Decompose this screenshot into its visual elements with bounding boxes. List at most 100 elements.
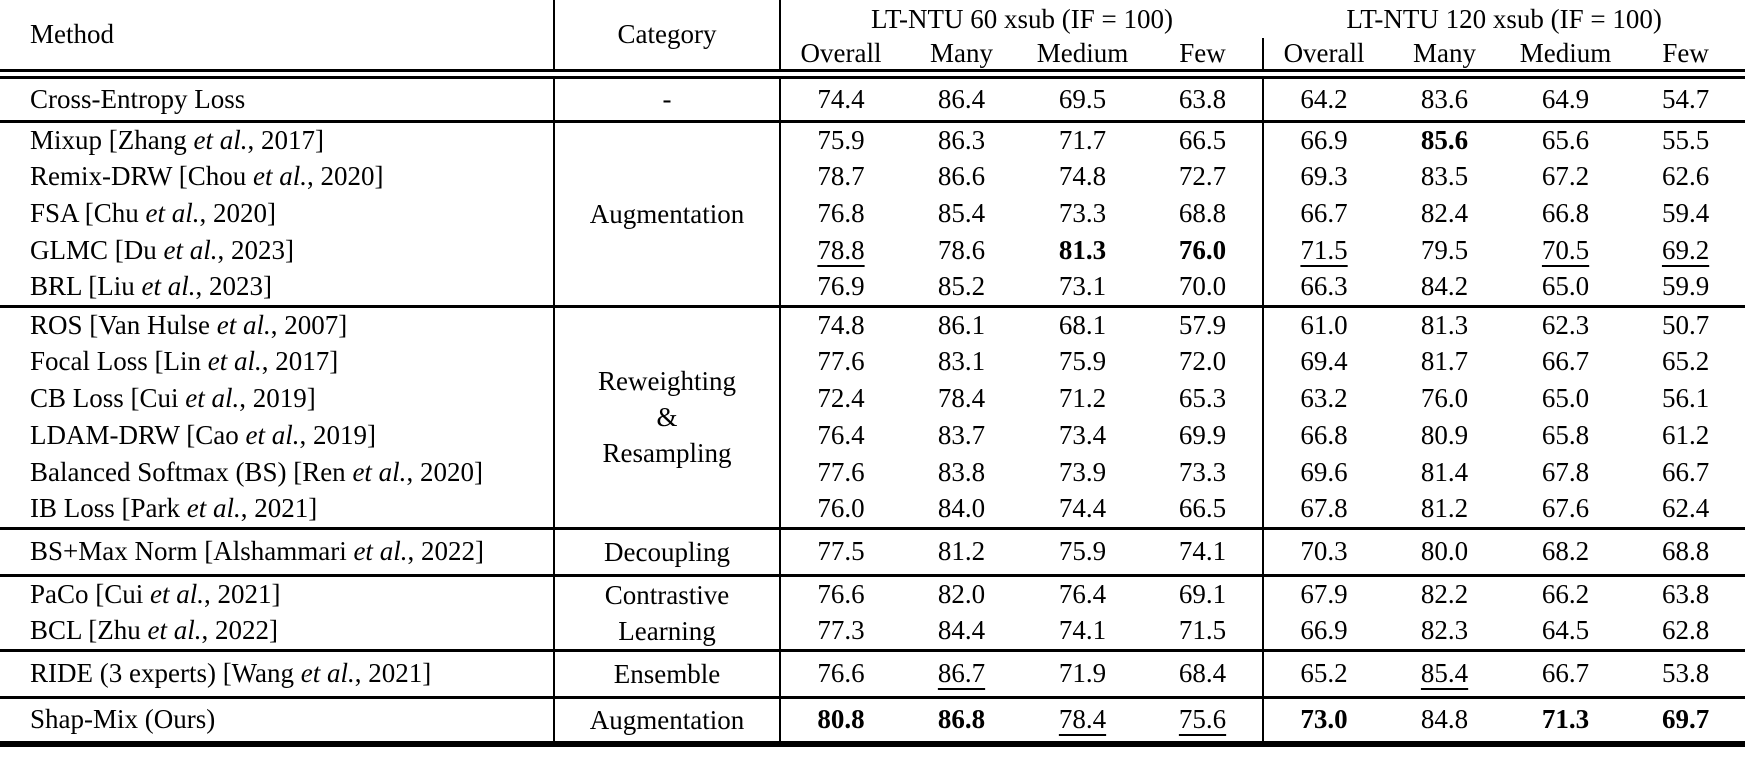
method-text: BRL [Liu — [30, 271, 142, 302]
value-cell: 83.7 — [937, 420, 986, 450]
method-text: BS+Max Norm [Alshammari — [30, 536, 354, 566]
value-cell: 68.1 — [1058, 309, 1107, 340]
value-cell: 71.7 — [1058, 124, 1107, 155]
value-cell: 65.2 — [1661, 346, 1710, 376]
value-cell: 66.7 — [1505, 650, 1627, 699]
method-text: Shap-Mix (Ours) — [30, 704, 216, 735]
header-col-60-medium: Medium — [1022, 38, 1143, 79]
table-row: Balanced Softmax (BS) [Ren et al., 2020]… — [0, 454, 1745, 491]
value-cell: 65.2 — [1263, 650, 1385, 699]
method-citation-text: , 2017] — [261, 346, 339, 376]
value-cell: 77.3 — [780, 612, 901, 652]
value-cell: 66.9 — [1263, 612, 1385, 652]
value-cell: 76.4 — [1058, 579, 1107, 609]
value-cell: 72.7 — [1143, 158, 1265, 195]
value-cell: 73.3 — [1143, 454, 1265, 491]
value-cell: 78.4 — [937, 383, 986, 413]
category-line: Augmentation — [589, 198, 745, 229]
header-col-60-overall: Overall — [780, 38, 901, 79]
method-etal-italic: et al. — [253, 161, 308, 191]
method-cell: RIDE (3 experts) [Wang et al., 2021] — [0, 650, 555, 699]
value-cell: 86.8 — [901, 697, 1022, 747]
value-cell: 70.0 — [1143, 269, 1265, 308]
value-cell: 82.3 — [1384, 612, 1506, 652]
value-cell: 69.1 — [1143, 575, 1265, 613]
method-etal-italic: et al. — [353, 536, 408, 566]
method-citation-text: , 2020] — [199, 198, 277, 228]
method-cell: BCL [Zhu et al., 2022] — [0, 612, 555, 652]
method-etal-italic: et al. — [186, 493, 241, 524]
category-line: Learning — [618, 615, 716, 646]
value-cell: 55.5 — [1661, 124, 1710, 155]
method-cell: BS+Max Norm [Alshammari et al., 2022] — [0, 528, 555, 577]
value-cell: 69.4 — [1300, 346, 1348, 376]
value-cell: 76.9 — [780, 269, 901, 308]
value-cell: 83.6 — [1384, 74, 1506, 123]
method-citation-text: , 2020] — [406, 457, 483, 487]
value-cell: 81.3 — [1058, 235, 1107, 265]
method-citation-text: , 2022] — [407, 536, 484, 566]
method-etal-italic: et al. — [141, 271, 196, 302]
value-cell: 76.0 — [1143, 232, 1265, 269]
method-cell: GLMC [Du et al., 2023] — [0, 232, 555, 269]
value-cell: 64.5 — [1505, 612, 1627, 652]
value-cell: 62.3 — [1541, 309, 1590, 340]
method-text: BCL [Zhu — [30, 615, 148, 645]
value-cell: 76.8 — [817, 198, 865, 228]
value-cell: 84.4 — [901, 612, 1022, 652]
value-cell: 79.5 — [1420, 235, 1469, 265]
category-line: Resampling — [602, 438, 732, 468]
table-row: IB Loss [Park et al., 2021] 76.0 84.0 74.4 6… — [0, 491, 1745, 530]
header-col-120-few: Few — [1626, 38, 1745, 79]
value-cell: 78.6 — [937, 235, 986, 265]
method-citation-text: , 2021] — [354, 658, 432, 688]
method-citation-text: , 2020] — [307, 161, 384, 191]
value-cell: 74.1 — [1022, 612, 1143, 652]
results-table: Method Category LT-NTU 60 xsub (IF = 100… — [0, 0, 1745, 747]
value-cell: 86.4 — [901, 74, 1022, 123]
value-cell: 67.2 — [1541, 161, 1590, 191]
table-row: ROS [Van Hulse et al., 2007] Reweighting &… — [0, 306, 1745, 530]
value-cell: 70.5 — [1541, 235, 1590, 265]
table-row: BRL [Liu et al., 2023] 76.9 85.2 73.1 70.0 66… — [0, 269, 1745, 308]
category-line: Reweighting — [598, 366, 736, 396]
method-cell: CB Loss [Cui et al., 2019] — [0, 380, 555, 417]
method-etal-italic: et al. — [147, 615, 202, 645]
method-citation-text: , 2007] — [270, 309, 348, 340]
value-cell: 71.5 — [1143, 612, 1265, 652]
value-cell: 71.5 — [1300, 235, 1348, 265]
method-etal-italic: et al. — [150, 579, 205, 609]
value-cell: 53.8 — [1626, 650, 1745, 699]
table-row: FSA [Chu et al., 2020] 76.8 85.4 73.3 68.8 66… — [0, 195, 1745, 232]
category-cell: Reweighting & Resampling — [554, 306, 781, 530]
value-cell: 80.8 — [780, 697, 901, 747]
value-cell: 66.7 — [1541, 346, 1590, 376]
method-cell: Focal Loss [Lin et al., 2017] — [0, 343, 555, 380]
value-cell: 73.1 — [1022, 269, 1143, 308]
value-cell: 66.8 — [1300, 420, 1348, 450]
value-cell: 64.9 — [1505, 74, 1627, 123]
category-cell: - — [554, 74, 781, 123]
method-etal-italic: et al. — [193, 124, 248, 155]
category-line: Decoupling — [604, 536, 730, 567]
value-cell: 72.4 — [817, 383, 865, 413]
value-cell: 62.4 — [1626, 491, 1745, 530]
method-cell: Remix-DRW [Chou et al., 2020] — [0, 158, 555, 195]
value-cell: 65.3 — [1143, 380, 1265, 417]
value-cell: 86.3 — [937, 124, 986, 155]
value-cell: 54.7 — [1626, 74, 1745, 123]
value-cell: 61.0 — [1300, 309, 1348, 340]
category-cell: Decoupling — [554, 528, 781, 577]
value-cell: 76.0 — [780, 491, 901, 530]
value-cell: 67.8 — [1263, 491, 1385, 530]
value-cell: 83.8 — [937, 457, 986, 487]
value-cell: 76.0 — [1420, 383, 1469, 413]
method-citation-text: , 2019] — [239, 383, 316, 413]
value-cell: 71.3 — [1505, 697, 1627, 747]
method-etal-italic: et al. — [216, 309, 271, 340]
value-cell: 69.2 — [1661, 235, 1710, 265]
value-cell: 65.0 — [1541, 383, 1590, 413]
value-cell: 66.5 — [1143, 121, 1265, 158]
value-cell: 68.2 — [1505, 528, 1627, 577]
method-cell: Cross-Entropy Loss — [0, 74, 555, 123]
